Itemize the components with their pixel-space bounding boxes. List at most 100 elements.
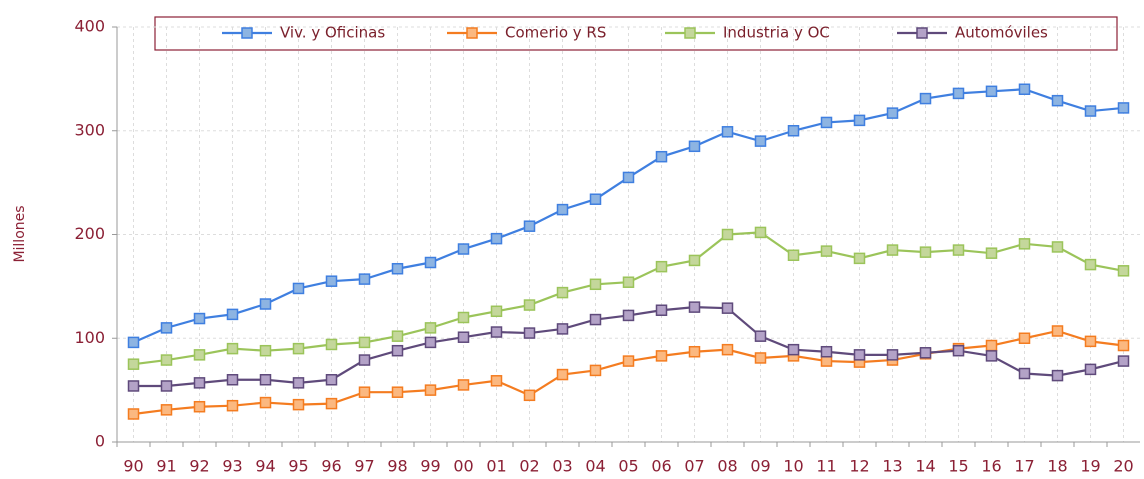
x-tick-label: 20 <box>1113 457 1133 476</box>
x-tick-label: 17 <box>1014 457 1034 476</box>
point <box>358 354 371 366</box>
point <box>127 380 140 392</box>
legend-marker <box>466 27 478 39</box>
point <box>622 355 635 367</box>
point <box>325 374 338 386</box>
legend-label: Automóviles <box>955 24 1048 42</box>
point <box>1084 335 1097 348</box>
legend-marker <box>684 27 696 39</box>
point <box>721 126 734 138</box>
point <box>391 386 404 398</box>
y-tick-label: 0 <box>95 432 105 451</box>
point <box>325 397 338 410</box>
legend-label: Viv. y Oficinas <box>280 24 385 42</box>
x-tick-label: 16 <box>981 457 1001 476</box>
x-tick-label: 10 <box>783 457 803 476</box>
point <box>226 342 239 355</box>
legend-box <box>154 16 1118 51</box>
x-tick-label: 03 <box>552 457 572 476</box>
point <box>853 114 866 127</box>
point <box>226 374 239 386</box>
point <box>193 400 206 413</box>
point <box>127 336 140 349</box>
point <box>655 350 668 362</box>
point <box>358 273 371 285</box>
point <box>259 396 272 409</box>
point <box>688 345 701 358</box>
x-tick-label: 91 <box>156 457 176 476</box>
x-tick-label: 07 <box>684 457 704 476</box>
x-tick-label: 08 <box>717 457 737 476</box>
x-tick-label: 13 <box>882 457 902 476</box>
point <box>754 352 767 364</box>
point <box>886 244 899 256</box>
point <box>721 302 734 314</box>
point <box>754 330 767 342</box>
point <box>1051 241 1064 253</box>
point <box>1117 355 1130 367</box>
point <box>589 278 602 291</box>
point <box>160 380 173 392</box>
point <box>853 252 866 265</box>
point <box>292 282 305 295</box>
point <box>358 336 371 349</box>
x-tick-label: 19 <box>1080 457 1100 476</box>
point <box>457 379 470 391</box>
point <box>985 85 998 98</box>
legend-label: Industria y OC <box>723 24 830 42</box>
point <box>787 343 800 356</box>
point <box>820 345 833 358</box>
x-tick-label: 02 <box>519 457 539 476</box>
point <box>259 344 272 357</box>
x-tick-label: 14 <box>915 457 935 476</box>
point <box>1051 325 1064 337</box>
point <box>688 140 701 153</box>
point <box>589 193 602 205</box>
point <box>655 150 668 163</box>
x-tick-label: 92 <box>189 457 209 476</box>
point <box>556 286 569 299</box>
x-tick-label: 05 <box>618 457 638 476</box>
point <box>622 276 635 288</box>
point <box>358 386 371 398</box>
point <box>1018 367 1031 380</box>
point <box>853 349 866 361</box>
point <box>490 326 503 338</box>
point <box>127 358 140 370</box>
x-tick-label: 01 <box>486 457 506 476</box>
point <box>226 308 239 321</box>
point <box>1084 258 1097 271</box>
point <box>160 322 173 334</box>
x-tick-label: 04 <box>585 457 605 476</box>
point <box>820 245 833 257</box>
y-tick-label: 100 <box>74 328 105 347</box>
point <box>424 256 437 269</box>
point <box>523 220 536 232</box>
point <box>292 342 305 355</box>
point <box>226 399 239 412</box>
legend-marker <box>241 27 253 39</box>
point <box>952 87 965 100</box>
point <box>919 246 932 258</box>
point <box>523 327 536 339</box>
point <box>919 92 932 105</box>
point <box>655 304 668 316</box>
point <box>160 404 173 416</box>
point <box>556 203 569 216</box>
point <box>127 408 140 420</box>
point <box>787 249 800 261</box>
point <box>391 330 404 342</box>
point <box>424 384 437 396</box>
x-tick-label: 12 <box>849 457 869 476</box>
point <box>985 339 998 352</box>
y-tick-label: 300 <box>74 120 105 139</box>
point <box>490 375 503 387</box>
x-tick-label: 94 <box>255 457 275 476</box>
point <box>1117 265 1130 277</box>
x-tick-label: 00 <box>453 457 473 476</box>
point <box>160 354 173 366</box>
point <box>1084 105 1097 117</box>
x-tick-label: 90 <box>123 457 143 476</box>
point <box>655 260 668 273</box>
